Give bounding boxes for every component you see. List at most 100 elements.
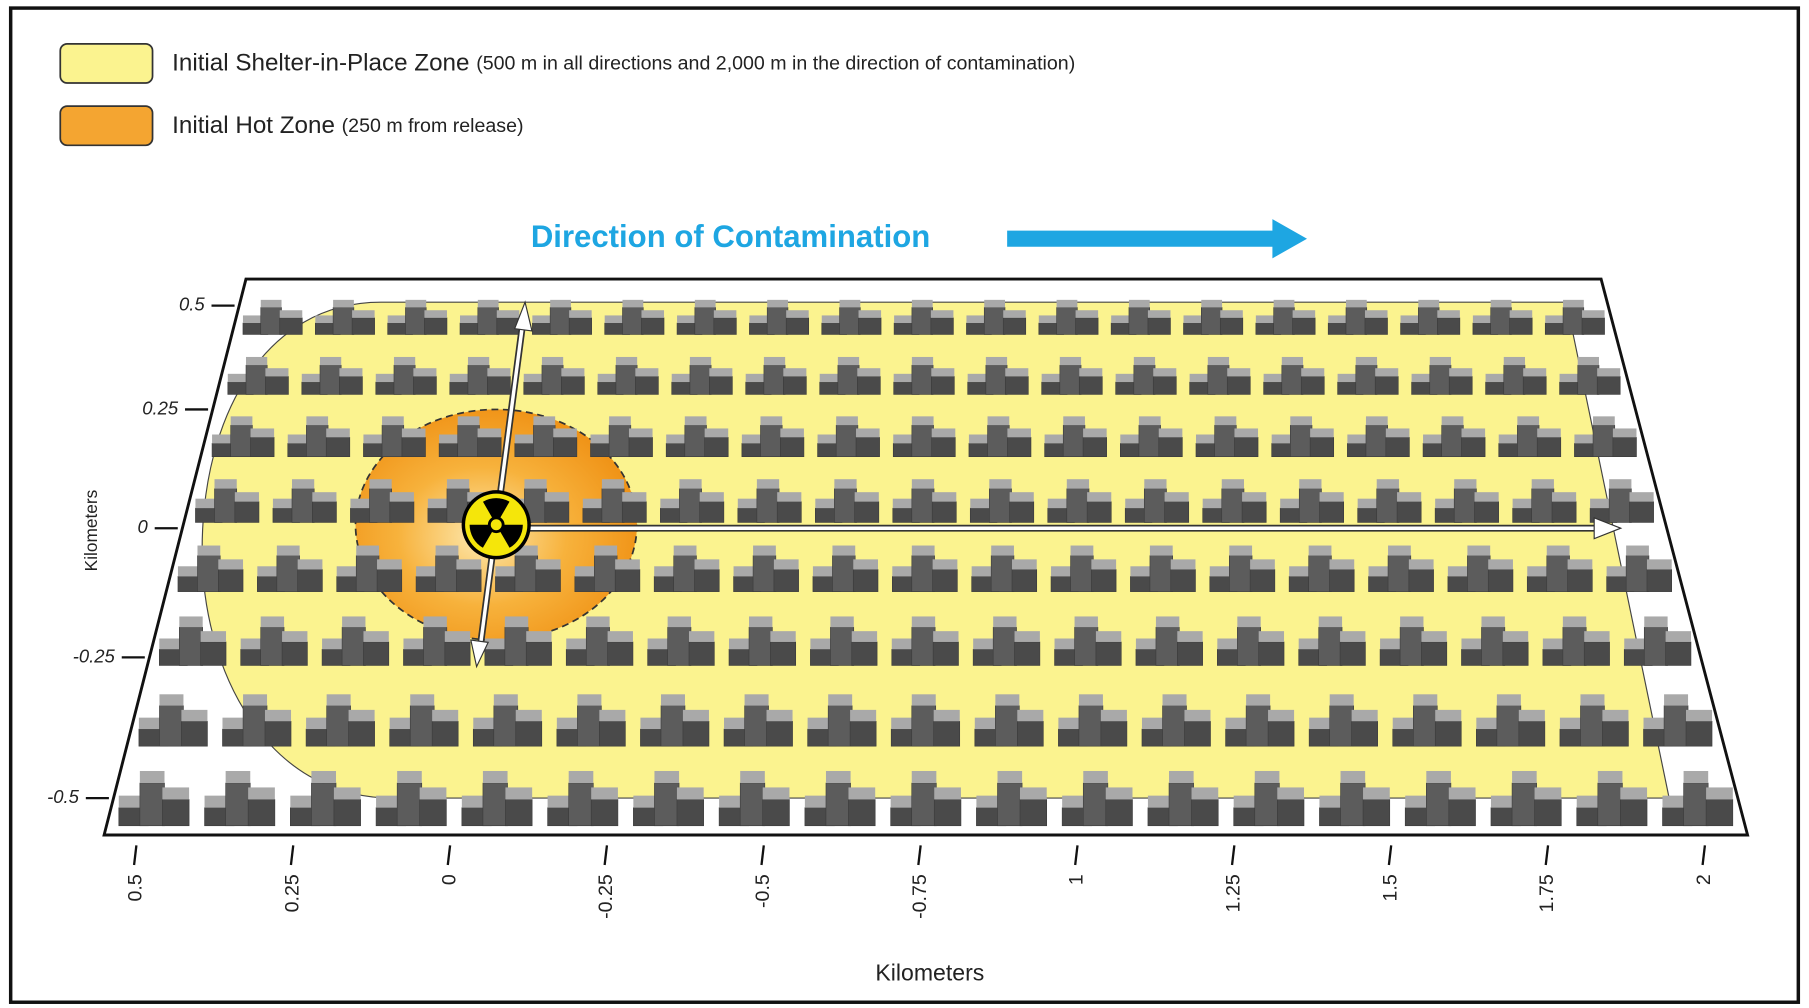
building-top bbox=[1426, 770, 1451, 784]
building-side bbox=[763, 364, 786, 395]
building-side bbox=[851, 641, 878, 666]
building-top bbox=[1345, 299, 1367, 308]
building-top bbox=[482, 770, 508, 784]
building-top bbox=[777, 492, 802, 502]
building-side bbox=[1170, 569, 1196, 592]
building-side bbox=[1002, 317, 1027, 335]
arrow-shaft bbox=[478, 322, 525, 649]
building-top bbox=[740, 770, 765, 784]
building-side bbox=[1374, 376, 1399, 395]
building-top bbox=[766, 709, 793, 722]
building-top bbox=[1559, 373, 1586, 383]
building-side bbox=[1481, 626, 1506, 666]
building-side bbox=[1152, 376, 1177, 395]
building-top bbox=[240, 638, 269, 650]
building-top bbox=[306, 416, 329, 426]
building-side bbox=[577, 705, 602, 747]
building-side bbox=[245, 364, 268, 395]
building-top bbox=[306, 717, 335, 730]
building-side bbox=[990, 555, 1015, 592]
building-top bbox=[647, 638, 676, 650]
building-side bbox=[214, 488, 238, 523]
building-side bbox=[1453, 488, 1477, 523]
building-side bbox=[1705, 799, 1734, 827]
building-side bbox=[279, 317, 303, 335]
building-side bbox=[1546, 555, 1570, 592]
building-top bbox=[604, 315, 630, 324]
building-top bbox=[1079, 368, 1103, 377]
building-side bbox=[1629, 501, 1654, 523]
building-side bbox=[1531, 488, 1555, 523]
x-tick-label: 0.25 bbox=[281, 874, 303, 912]
building-side bbox=[911, 626, 936, 666]
building-top bbox=[1201, 299, 1223, 308]
building-top bbox=[1095, 631, 1122, 642]
direction-arrow bbox=[1007, 219, 1308, 259]
building-top bbox=[677, 315, 702, 324]
building-top bbox=[1411, 373, 1438, 383]
building-side bbox=[911, 782, 937, 827]
building-top bbox=[654, 770, 680, 784]
building-top bbox=[348, 709, 375, 722]
building-top bbox=[1559, 717, 1589, 730]
building-top bbox=[369, 479, 392, 489]
building-top bbox=[200, 631, 227, 642]
x-tick-label: 0 bbox=[438, 874, 460, 885]
building-side bbox=[297, 569, 323, 592]
building-side bbox=[1309, 437, 1335, 458]
building-top bbox=[1083, 770, 1108, 784]
building-side bbox=[535, 569, 561, 592]
building-top bbox=[911, 616, 936, 628]
building-side bbox=[162, 799, 190, 827]
building-top bbox=[1408, 559, 1434, 570]
legend-label: Initial Hot Zone (250 m from release) bbox=[172, 112, 523, 139]
building-top bbox=[1590, 498, 1617, 509]
building-top bbox=[287, 434, 314, 444]
building-top bbox=[1130, 566, 1158, 577]
building-top bbox=[1488, 559, 1513, 570]
building-side bbox=[1577, 364, 1600, 395]
building-top bbox=[834, 479, 857, 489]
building-top bbox=[1005, 368, 1029, 377]
building-top bbox=[504, 616, 529, 628]
building-side bbox=[1461, 437, 1486, 458]
building-top bbox=[1368, 566, 1396, 577]
building-side bbox=[1162, 705, 1187, 747]
building-top bbox=[1128, 299, 1150, 308]
building-side bbox=[760, 424, 783, 458]
building-top bbox=[590, 434, 617, 444]
building-top bbox=[230, 416, 253, 426]
building-top bbox=[749, 616, 773, 628]
building-top bbox=[1063, 416, 1085, 426]
building-top bbox=[533, 416, 556, 426]
x-tick bbox=[446, 845, 452, 866]
building-top bbox=[460, 315, 485, 324]
building-side bbox=[1319, 501, 1345, 523]
building-top bbox=[1685, 709, 1713, 722]
building-top bbox=[989, 479, 1012, 489]
building-side bbox=[783, 376, 807, 395]
building-side bbox=[654, 782, 680, 827]
building-top bbox=[1229, 545, 1253, 556]
building-side bbox=[265, 376, 289, 395]
building-side bbox=[766, 307, 789, 335]
building-top bbox=[666, 434, 693, 444]
x-tick bbox=[760, 845, 765, 866]
building-side bbox=[363, 641, 390, 666]
building-top bbox=[227, 373, 254, 383]
building-top bbox=[197, 545, 221, 556]
building-side bbox=[179, 626, 203, 666]
building-top bbox=[1144, 479, 1167, 489]
building-side bbox=[1241, 501, 1267, 523]
building-top bbox=[762, 787, 790, 800]
building-side bbox=[311, 782, 337, 827]
building-top bbox=[1170, 559, 1196, 570]
building-top bbox=[967, 373, 994, 383]
x-tick-label: -0.25 bbox=[595, 874, 617, 919]
building-top bbox=[159, 694, 184, 706]
building-side bbox=[332, 307, 355, 335]
x-axis-label: Kilometers bbox=[875, 960, 984, 986]
building-side bbox=[1237, 626, 1261, 666]
building-top bbox=[1423, 434, 1450, 444]
building-top bbox=[405, 299, 427, 308]
